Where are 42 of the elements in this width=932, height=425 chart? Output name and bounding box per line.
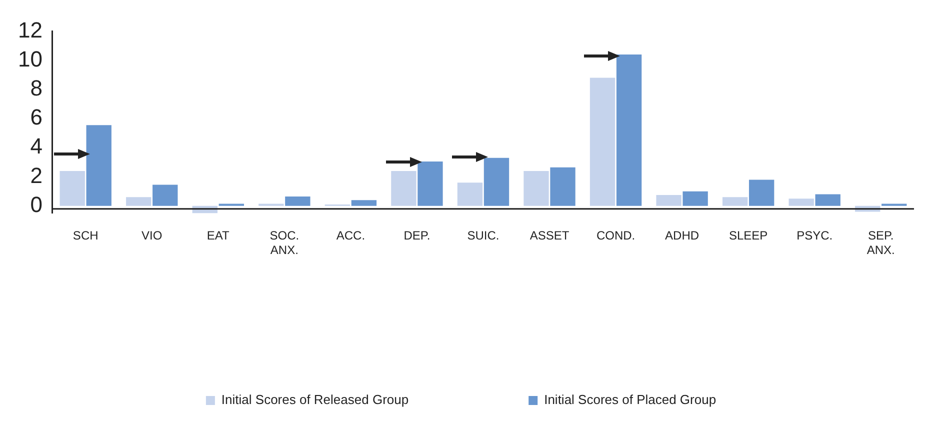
x-tick-label: SCH [72, 228, 98, 243]
x-tick-label: ACC. [336, 228, 366, 243]
bar [60, 170, 85, 206]
bar [682, 191, 708, 206]
x-tick-label: DEP. [404, 228, 430, 243]
y-tick-label: 12 [18, 17, 42, 42]
y-tick-label: 6 [30, 104, 42, 130]
bar [748, 180, 774, 206]
y-tick-label: 2 [30, 162, 42, 188]
bar [656, 195, 682, 206]
bar [418, 162, 443, 206]
bar [457, 182, 483, 206]
y-tick-label: 4 [30, 134, 42, 159]
x-tick-label: COND. [596, 228, 636, 243]
x-tick-label: SLEEP [728, 228, 768, 243]
bar [788, 198, 814, 206]
bar [616, 54, 642, 206]
bar [391, 170, 416, 206]
y-tick-label: 10 [18, 46, 42, 72]
legend-label: Initial Scores of Placed Group [544, 392, 716, 408]
bar [524, 170, 549, 206]
x-tick-label: SOC. ANX. [270, 228, 300, 258]
x-tick-label: ADHD [665, 228, 700, 243]
x-tick-label: SEP. ANX. [866, 228, 895, 258]
x-tick-label: SUIC. [467, 228, 500, 243]
bar [590, 78, 616, 206]
bar [285, 196, 310, 206]
x-tick-label: EAT [206, 228, 230, 243]
x-tick-label: ASSET [530, 228, 570, 243]
bar [815, 194, 840, 206]
y-tick-label: 8 [30, 76, 42, 101]
bar [550, 167, 576, 206]
bar [484, 158, 510, 206]
bar [722, 197, 748, 206]
x-tick-label: VIO [142, 228, 162, 243]
bar [351, 200, 377, 206]
bar [86, 125, 112, 206]
x-tick-label: PSYC. [796, 228, 833, 243]
bar [126, 197, 152, 206]
bar [152, 184, 178, 206]
y-tick-label: 0 [30, 192, 42, 217]
legend-label: Initial Scores of Released Group [221, 392, 409, 408]
